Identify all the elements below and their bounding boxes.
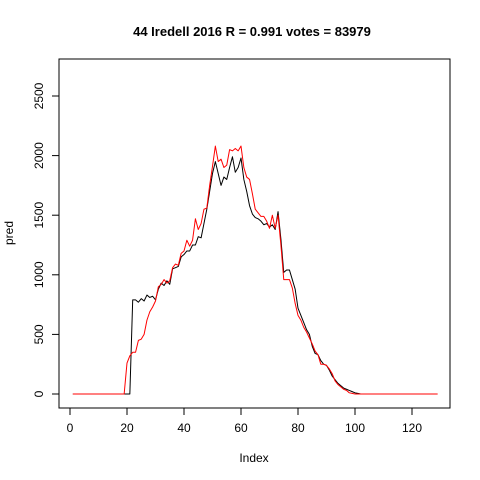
y-tick-label: 2000 [32, 142, 46, 169]
x-axis: 0 20 40 60 80 100 120 [67, 407, 422, 435]
x-tick-label: 20 [120, 421, 134, 435]
y-axis-label: pred [2, 221, 16, 245]
plot-area-frame [58, 58, 451, 409]
y-tick-label: 0 [32, 390, 46, 397]
y-tick-label: 500 [32, 324, 46, 344]
x-tick-label: 80 [291, 421, 305, 435]
x-axis-label: Index [239, 451, 268, 465]
series-layer [72, 145, 438, 395]
x-tick-label: 0 [67, 421, 74, 435]
series-line-2 [72, 145, 438, 395]
y-tick-label: 2500 [32, 82, 46, 109]
chart-title: 44 Iredell 2016 R = 0.991 votes = 83979 [133, 24, 371, 39]
x-tick-label: 100 [345, 421, 365, 435]
y-tick-label: 1500 [32, 202, 46, 229]
x-tick-label: 40 [177, 421, 191, 435]
y-axis: 0 500 1000 1500 2000 2500 [32, 82, 60, 397]
y-tick-label: 1000 [32, 261, 46, 288]
x-tick-label: 60 [234, 421, 248, 435]
x-tick-label: 120 [402, 421, 422, 435]
